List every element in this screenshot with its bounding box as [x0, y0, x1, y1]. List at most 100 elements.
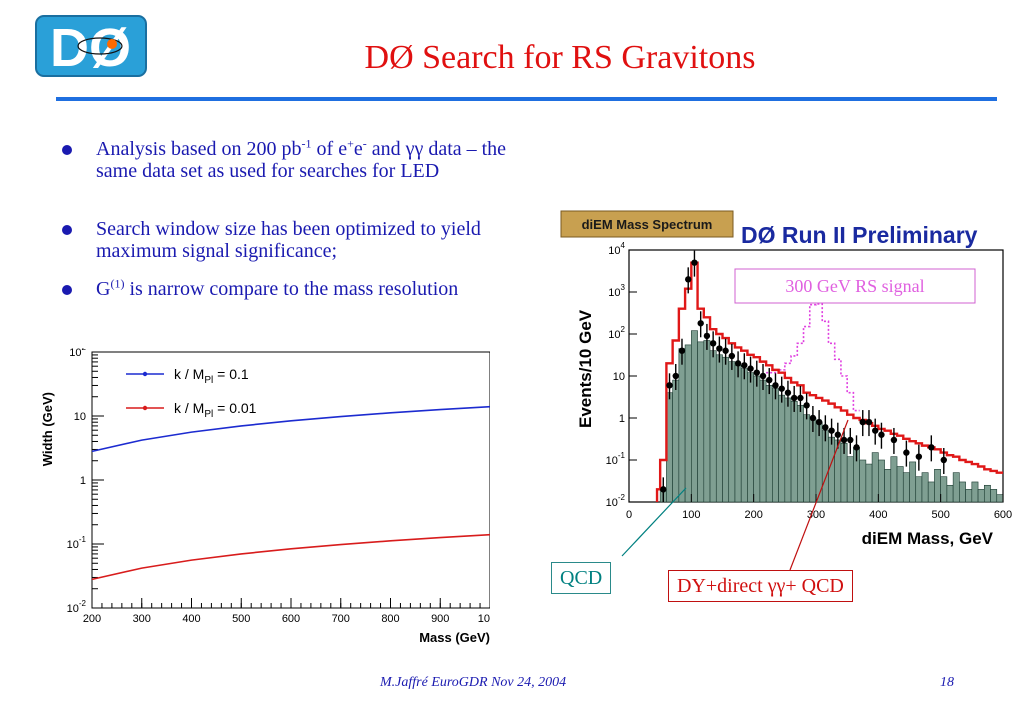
x-tick-label: 200	[744, 509, 762, 521]
data-point	[747, 365, 754, 372]
dy-callout: DY+direct γγ+ QCD	[668, 570, 853, 602]
data-point	[803, 402, 810, 409]
x-tick-label: 800	[381, 613, 399, 625]
data-point	[753, 369, 760, 376]
y-axis-label: Events/10 GeV	[576, 309, 595, 428]
data-point	[703, 332, 711, 340]
data-point	[766, 376, 773, 384]
legend-label-1: k / MPl = 0.01	[174, 400, 257, 420]
data-point	[672, 372, 679, 380]
signal-label: 300 GeV RS signal	[785, 276, 924, 296]
data-point	[734, 360, 742, 367]
x-tick-label: 500	[931, 509, 949, 521]
x-tick-label: 500	[232, 613, 250, 625]
bullet-dot	[62, 145, 72, 155]
data-point	[741, 362, 748, 369]
data-point	[915, 453, 923, 460]
series-line-0	[91, 405, 491, 453]
data-point	[940, 456, 947, 464]
y-tick-label: 10-2	[67, 599, 87, 615]
bullet-dot	[62, 225, 72, 235]
signal-histogram	[766, 303, 860, 412]
legend-marker-1	[142, 405, 148, 411]
data-point	[778, 385, 785, 392]
y-tick-label: 10-2	[606, 493, 626, 509]
x-tick-label: 300	[807, 509, 825, 521]
y-tick-label: 1	[80, 475, 86, 487]
y-tick-label: 10	[613, 371, 625, 383]
data-point	[859, 418, 866, 426]
signal-label-box	[734, 268, 976, 304]
bullet-text: G(1) is narrow compare to the mass resol…	[96, 276, 459, 300]
data-point	[772, 382, 779, 389]
data-point	[666, 382, 673, 389]
data-point	[853, 444, 860, 451]
data-point	[784, 389, 792, 396]
y-tick-label: 10-1	[67, 535, 87, 551]
qcd-callout: QCD	[551, 562, 612, 594]
data-point	[691, 259, 698, 266]
data-point	[872, 427, 879, 434]
bullet-dot	[62, 285, 72, 295]
data-point	[797, 394, 804, 402]
y-tick-label: 1	[619, 413, 625, 425]
x-tick-label: 100	[682, 509, 700, 521]
data-point	[828, 427, 835, 434]
data-point	[685, 276, 692, 283]
legend-label-0: k / MPl = 0.1	[174, 366, 249, 386]
data-point	[709, 340, 717, 347]
x-tick-label: 0	[626, 509, 632, 521]
bullet-narrow: G(1) is narrow compare to the mass resol…	[62, 276, 522, 300]
y-tick-label: 104	[608, 241, 625, 257]
x-tick-label: 400	[869, 509, 887, 521]
data-point	[847, 436, 854, 444]
data-point	[759, 372, 767, 380]
data-point	[660, 486, 667, 493]
data-point	[878, 431, 885, 438]
y-tick-label: 102	[608, 325, 625, 341]
series-line-1	[91, 533, 491, 581]
bullet-text: Analysis based on 200 pb-1 of e+e- and γ…	[96, 136, 507, 182]
x-tick-label: 900	[431, 613, 449, 625]
width-vs-mass-chart: 10-210-111010220030040050060070080090010…	[38, 343, 502, 648]
x-tick-label: 700	[332, 613, 350, 625]
y-tick-label: 10	[74, 411, 86, 423]
slide-title: DØ Search for RS Gravitons	[364, 39, 756, 76]
chart-title: DØ Run II Preliminary	[741, 222, 978, 248]
bullet-analysis: Analysis based on 200 pb-1 of e+e- and γ…	[62, 136, 522, 182]
title-rule	[56, 97, 997, 101]
data-point	[728, 352, 736, 360]
x-tick-label: 600	[282, 613, 300, 625]
label-box-text: diEM Mass Spectrum	[582, 217, 713, 232]
data-point	[822, 424, 829, 431]
y-tick-label: 10-1	[606, 451, 626, 467]
x-tick-label: 300	[133, 613, 151, 625]
data-point	[840, 436, 848, 444]
x-tick-label: 400	[182, 613, 200, 625]
data-point	[928, 444, 935, 451]
x-axis-label: Mass (GeV)	[419, 630, 490, 645]
bullet-search-window: Search window size has been optimized to…	[62, 218, 522, 262]
bullet-text: Search window size has been optimized to…	[96, 218, 481, 262]
y-tick-label: 102	[69, 348, 86, 359]
diem-mass-spectrum-chart: diEM Mass Spectrum DØ Run II Preliminary 1…	[545, 205, 1013, 565]
total-background-histogram	[655, 261, 1003, 502]
do-logo: DØ	[30, 10, 160, 82]
data-point	[697, 320, 704, 327]
x-axis-label: diEM Mass, GeV	[862, 529, 994, 548]
data-point	[815, 418, 823, 426]
data-point	[678, 347, 686, 354]
y-tick-label: 103	[608, 283, 625, 299]
data-point	[903, 449, 910, 456]
data-point	[716, 345, 723, 352]
x-tick-label: 600	[994, 509, 1012, 521]
label-box	[560, 210, 734, 238]
data-point	[722, 347, 729, 354]
data-point	[809, 414, 817, 422]
page-number: 18	[940, 675, 954, 690]
footer-text: M.Jaffré EuroGDR Nov 24, 2004	[380, 675, 567, 690]
data-point	[865, 418, 873, 426]
y-axis-label: Width (GeV)	[40, 392, 55, 466]
data-point	[790, 394, 798, 402]
